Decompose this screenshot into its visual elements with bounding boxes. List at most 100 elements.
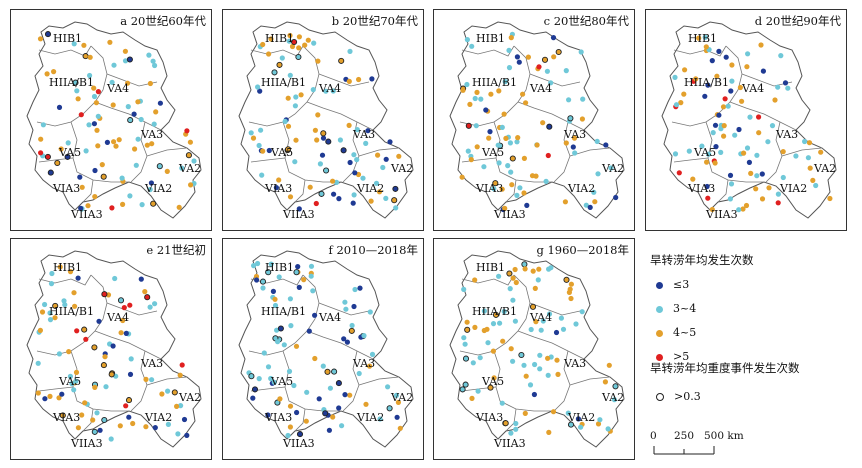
station-marker xyxy=(178,403,184,409)
region-label-hiia_b1: HIIA/B1 xyxy=(472,305,518,318)
station-marker xyxy=(743,202,750,209)
station-marker xyxy=(727,172,734,178)
station-marker xyxy=(117,297,125,304)
station-marker xyxy=(487,384,494,391)
legend-dot-red xyxy=(656,353,663,361)
station-marker xyxy=(682,67,688,73)
station-marker xyxy=(536,266,542,272)
station-marker xyxy=(709,206,715,213)
legend-label: ≤3 xyxy=(673,278,690,291)
region-label-va4: VA4 xyxy=(319,82,342,95)
region-label-va2: VA2 xyxy=(179,391,202,404)
station-marker xyxy=(123,330,129,336)
station-marker xyxy=(754,173,760,179)
station-marker xyxy=(330,88,336,94)
station-marker xyxy=(48,281,55,287)
station-marker xyxy=(289,43,296,50)
station-marker xyxy=(165,421,171,427)
region-label-hib1: HIB1 xyxy=(265,32,295,45)
station-marker xyxy=(722,96,728,102)
station-marker xyxy=(130,420,136,427)
region-border xyxy=(517,101,585,131)
region-label-hib1: HIB1 xyxy=(476,261,506,274)
station-marker xyxy=(67,269,74,275)
station-marker xyxy=(265,269,272,276)
station-marker xyxy=(292,103,298,109)
region-label-via3: VIA3 xyxy=(265,182,293,195)
station-marker xyxy=(536,64,542,70)
station-marker xyxy=(532,285,538,291)
station-marker xyxy=(281,342,287,348)
station-marker xyxy=(509,155,516,162)
station-marker xyxy=(59,391,65,397)
station-marker xyxy=(251,386,259,393)
station-marker xyxy=(90,417,96,423)
station-marker xyxy=(92,167,98,174)
station-marker xyxy=(78,112,84,118)
region-border xyxy=(94,101,162,131)
station-marker xyxy=(66,349,72,355)
station-marker xyxy=(94,410,100,416)
region-label-va2: VA2 xyxy=(391,391,414,404)
station-marker xyxy=(578,424,584,430)
study-area-outline xyxy=(238,21,414,219)
station-marker xyxy=(82,400,88,406)
station-marker xyxy=(78,205,84,211)
station-marker xyxy=(333,179,340,185)
station-marker xyxy=(59,412,66,419)
station-marker xyxy=(464,81,470,88)
station-marker xyxy=(291,382,297,389)
region-label-hiia_b1: HIIA/B1 xyxy=(49,305,95,318)
station-marker xyxy=(506,270,513,277)
station-marker xyxy=(179,362,185,368)
station-marker xyxy=(109,205,115,211)
study-area-outline xyxy=(26,250,202,448)
station-marker xyxy=(376,189,383,195)
station-marker xyxy=(323,167,330,174)
station-marker xyxy=(706,151,712,157)
station-marker xyxy=(502,205,508,211)
station-marker xyxy=(351,152,357,158)
station-marker xyxy=(56,104,63,110)
station-marker xyxy=(704,183,710,190)
station-marker xyxy=(146,52,152,58)
station-marker xyxy=(782,80,789,86)
station-marker xyxy=(461,286,467,292)
region-label-via2: VIA2 xyxy=(568,411,596,424)
station-marker xyxy=(296,431,304,438)
station-marker xyxy=(125,80,131,86)
station-marker xyxy=(268,261,274,267)
station-marker xyxy=(502,420,509,427)
station-marker xyxy=(108,371,115,378)
station-marker xyxy=(514,54,520,60)
station-marker xyxy=(506,65,513,71)
station-marker xyxy=(303,418,309,424)
station-marker xyxy=(533,173,539,179)
station-marker xyxy=(336,405,342,411)
station-marker xyxy=(810,177,816,183)
region-label-via3: VIA3 xyxy=(476,182,504,195)
legend-dot-orange xyxy=(656,329,663,337)
station-marker xyxy=(255,84,261,90)
station-marker xyxy=(122,48,128,54)
station-marker xyxy=(120,201,126,207)
station-marker xyxy=(352,286,358,293)
region-border xyxy=(673,157,709,163)
station-marker xyxy=(827,195,833,202)
station-marker xyxy=(369,76,375,82)
panel-title: e 21世纪初 xyxy=(146,243,206,257)
region-border xyxy=(493,121,552,183)
station-marker xyxy=(806,140,813,146)
station-marker xyxy=(540,318,546,324)
study-area-outline xyxy=(449,21,625,219)
scale-label-500: 500 km xyxy=(704,430,744,442)
station-marker xyxy=(95,143,101,149)
station-marker xyxy=(133,162,139,168)
legend-item-le3: ≤3 xyxy=(656,278,689,291)
station-marker xyxy=(699,143,705,149)
station-marker xyxy=(545,372,551,378)
station-marker xyxy=(339,423,345,429)
station-marker xyxy=(499,400,505,406)
station-marker xyxy=(93,100,99,106)
station-marker xyxy=(720,104,727,110)
